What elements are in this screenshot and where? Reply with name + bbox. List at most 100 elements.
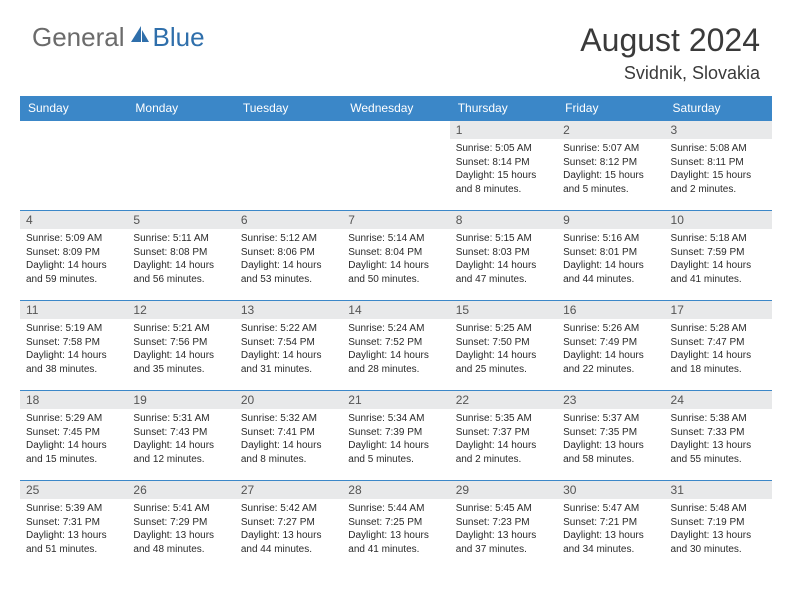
day-details: Sunrise: 5:37 AMSunset: 7:35 PMDaylight:… <box>557 409 664 470</box>
calendar-empty-cell <box>342 121 449 211</box>
calendar-day-cell: 25Sunrise: 5:39 AMSunset: 7:31 PMDayligh… <box>20 481 127 571</box>
weekday-header: Tuesday <box>235 96 342 121</box>
day-details: Sunrise: 5:25 AMSunset: 7:50 PMDaylight:… <box>450 319 557 380</box>
day-details: Sunrise: 5:31 AMSunset: 7:43 PMDaylight:… <box>127 409 234 470</box>
day-details: Sunrise: 5:47 AMSunset: 7:21 PMDaylight:… <box>557 499 664 560</box>
calendar-day-cell: 29Sunrise: 5:45 AMSunset: 7:23 PMDayligh… <box>450 481 557 571</box>
brand-text-2: Blue <box>153 22 205 53</box>
calendar-day-cell: 23Sunrise: 5:37 AMSunset: 7:35 PMDayligh… <box>557 391 664 481</box>
day-number: 21 <box>342 391 449 409</box>
calendar-day-cell: 11Sunrise: 5:19 AMSunset: 7:58 PMDayligh… <box>20 301 127 391</box>
day-details: Sunrise: 5:11 AMSunset: 8:08 PMDaylight:… <box>127 229 234 290</box>
day-details: Sunrise: 5:14 AMSunset: 8:04 PMDaylight:… <box>342 229 449 290</box>
day-number: 3 <box>665 121 772 139</box>
calendar-week-row: 18Sunrise: 5:29 AMSunset: 7:45 PMDayligh… <box>20 391 772 481</box>
month-title: August 2024 <box>580 22 760 59</box>
day-number: 24 <box>665 391 772 409</box>
day-details: Sunrise: 5:07 AMSunset: 8:12 PMDaylight:… <box>557 139 664 200</box>
day-number: 30 <box>557 481 664 499</box>
day-details: Sunrise: 5:08 AMSunset: 8:11 PMDaylight:… <box>665 139 772 200</box>
calendar-day-cell: 15Sunrise: 5:25 AMSunset: 7:50 PMDayligh… <box>450 301 557 391</box>
location-label: Svidnik, Slovakia <box>580 63 760 84</box>
day-number: 17 <box>665 301 772 319</box>
calendar-day-cell: 22Sunrise: 5:35 AMSunset: 7:37 PMDayligh… <box>450 391 557 481</box>
day-number: 14 <box>342 301 449 319</box>
day-number: 5 <box>127 211 234 229</box>
calendar-day-cell: 14Sunrise: 5:24 AMSunset: 7:52 PMDayligh… <box>342 301 449 391</box>
day-number: 4 <box>20 211 127 229</box>
day-details: Sunrise: 5:05 AMSunset: 8:14 PMDaylight:… <box>450 139 557 200</box>
day-details: Sunrise: 5:48 AMSunset: 7:19 PMDaylight:… <box>665 499 772 560</box>
calendar-empty-cell <box>20 121 127 211</box>
day-number: 2 <box>557 121 664 139</box>
calendar-day-cell: 3Sunrise: 5:08 AMSunset: 8:11 PMDaylight… <box>665 121 772 211</box>
calendar-week-row: 11Sunrise: 5:19 AMSunset: 7:58 PMDayligh… <box>20 301 772 391</box>
day-details: Sunrise: 5:42 AMSunset: 7:27 PMDaylight:… <box>235 499 342 560</box>
calendar-week-row: 1Sunrise: 5:05 AMSunset: 8:14 PMDaylight… <box>20 121 772 211</box>
title-block: August 2024 Svidnik, Slovakia <box>580 22 760 84</box>
calendar-week-row: 25Sunrise: 5:39 AMSunset: 7:31 PMDayligh… <box>20 481 772 571</box>
calendar-day-cell: 8Sunrise: 5:15 AMSunset: 8:03 PMDaylight… <box>450 211 557 301</box>
day-number: 26 <box>127 481 234 499</box>
day-details: Sunrise: 5:09 AMSunset: 8:09 PMDaylight:… <box>20 229 127 290</box>
weekday-header: Monday <box>127 96 234 121</box>
calendar-empty-cell <box>235 121 342 211</box>
calendar-day-cell: 30Sunrise: 5:47 AMSunset: 7:21 PMDayligh… <box>557 481 664 571</box>
calendar-day-cell: 17Sunrise: 5:28 AMSunset: 7:47 PMDayligh… <box>665 301 772 391</box>
calendar-day-cell: 10Sunrise: 5:18 AMSunset: 7:59 PMDayligh… <box>665 211 772 301</box>
day-number: 11 <box>20 301 127 319</box>
day-details: Sunrise: 5:34 AMSunset: 7:39 PMDaylight:… <box>342 409 449 470</box>
day-details: Sunrise: 5:39 AMSunset: 7:31 PMDaylight:… <box>20 499 127 560</box>
day-number: 22 <box>450 391 557 409</box>
day-details: Sunrise: 5:22 AMSunset: 7:54 PMDaylight:… <box>235 319 342 380</box>
calendar-day-cell: 26Sunrise: 5:41 AMSunset: 7:29 PMDayligh… <box>127 481 234 571</box>
day-number: 31 <box>665 481 772 499</box>
day-details: Sunrise: 5:12 AMSunset: 8:06 PMDaylight:… <box>235 229 342 290</box>
day-number: 12 <box>127 301 234 319</box>
calendar-day-cell: 27Sunrise: 5:42 AMSunset: 7:27 PMDayligh… <box>235 481 342 571</box>
calendar-table: Sunday Monday Tuesday Wednesday Thursday… <box>20 96 772 571</box>
brand-text-1: General <box>32 22 125 53</box>
calendar-day-cell: 2Sunrise: 5:07 AMSunset: 8:12 PMDaylight… <box>557 121 664 211</box>
day-details: Sunrise: 5:18 AMSunset: 7:59 PMDaylight:… <box>665 229 772 290</box>
weekday-header: Friday <box>557 96 664 121</box>
calendar-day-cell: 18Sunrise: 5:29 AMSunset: 7:45 PMDayligh… <box>20 391 127 481</box>
day-number: 7 <box>342 211 449 229</box>
calendar-day-cell: 4Sunrise: 5:09 AMSunset: 8:09 PMDaylight… <box>20 211 127 301</box>
day-number: 10 <box>665 211 772 229</box>
calendar-day-cell: 31Sunrise: 5:48 AMSunset: 7:19 PMDayligh… <box>665 481 772 571</box>
day-number: 27 <box>235 481 342 499</box>
weekday-header: Wednesday <box>342 96 449 121</box>
day-number: 20 <box>235 391 342 409</box>
calendar-day-cell: 7Sunrise: 5:14 AMSunset: 8:04 PMDaylight… <box>342 211 449 301</box>
day-number: 8 <box>450 211 557 229</box>
day-number: 1 <box>450 121 557 139</box>
day-number: 28 <box>342 481 449 499</box>
day-details: Sunrise: 5:16 AMSunset: 8:01 PMDaylight:… <box>557 229 664 290</box>
calendar-day-cell: 12Sunrise: 5:21 AMSunset: 7:56 PMDayligh… <box>127 301 234 391</box>
calendar-day-cell: 13Sunrise: 5:22 AMSunset: 7:54 PMDayligh… <box>235 301 342 391</box>
day-details: Sunrise: 5:45 AMSunset: 7:23 PMDaylight:… <box>450 499 557 560</box>
weekday-header: Saturday <box>665 96 772 121</box>
sail-icon <box>129 24 151 51</box>
weekday-header: Thursday <box>450 96 557 121</box>
day-number: 6 <box>235 211 342 229</box>
calendar-day-cell: 24Sunrise: 5:38 AMSunset: 7:33 PMDayligh… <box>665 391 772 481</box>
day-details: Sunrise: 5:38 AMSunset: 7:33 PMDaylight:… <box>665 409 772 470</box>
day-number: 23 <box>557 391 664 409</box>
day-number: 9 <box>557 211 664 229</box>
day-number: 18 <box>20 391 127 409</box>
day-details: Sunrise: 5:26 AMSunset: 7:49 PMDaylight:… <box>557 319 664 380</box>
day-details: Sunrise: 5:15 AMSunset: 8:03 PMDaylight:… <box>450 229 557 290</box>
day-details: Sunrise: 5:24 AMSunset: 7:52 PMDaylight:… <box>342 319 449 380</box>
day-number: 19 <box>127 391 234 409</box>
day-number: 16 <box>557 301 664 319</box>
day-details: Sunrise: 5:41 AMSunset: 7:29 PMDaylight:… <box>127 499 234 560</box>
calendar-day-cell: 5Sunrise: 5:11 AMSunset: 8:08 PMDaylight… <box>127 211 234 301</box>
calendar-day-cell: 9Sunrise: 5:16 AMSunset: 8:01 PMDaylight… <box>557 211 664 301</box>
day-number: 13 <box>235 301 342 319</box>
calendar-day-cell: 16Sunrise: 5:26 AMSunset: 7:49 PMDayligh… <box>557 301 664 391</box>
day-details: Sunrise: 5:32 AMSunset: 7:41 PMDaylight:… <box>235 409 342 470</box>
page-header: General Blue August 2024 Svidnik, Slovak… <box>0 0 792 92</box>
brand-logo: General Blue <box>32 22 205 53</box>
